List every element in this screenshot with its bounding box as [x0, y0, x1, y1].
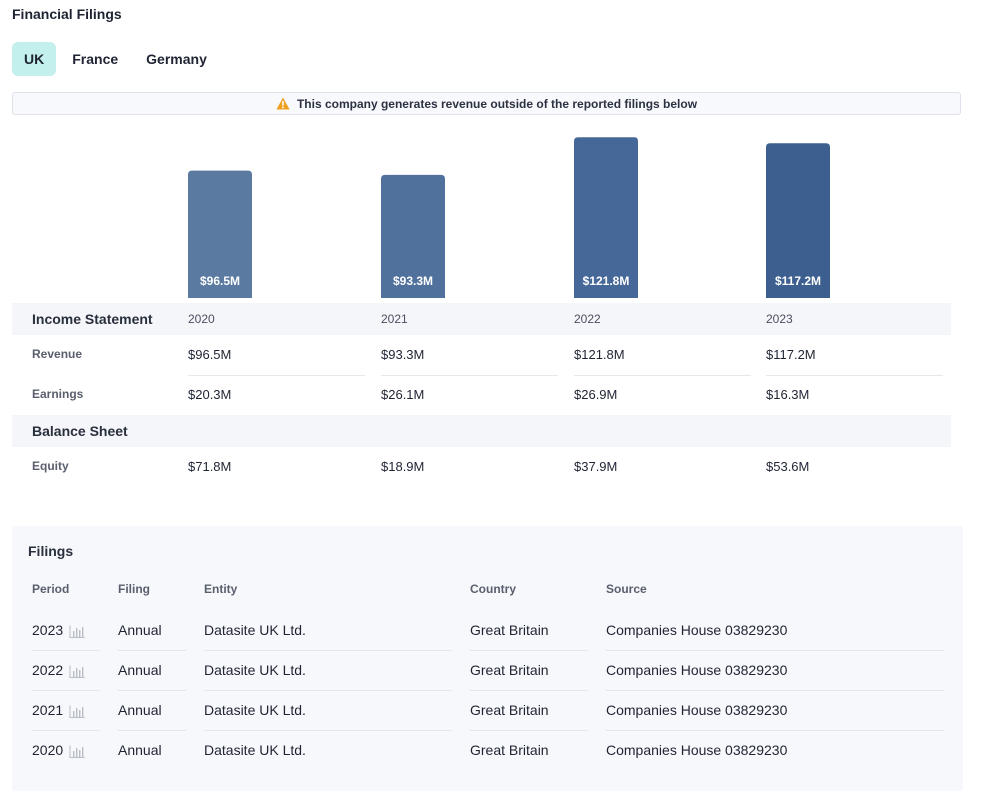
row-divider: [204, 730, 452, 731]
row-divider: [470, 650, 588, 651]
banner-text: This company generates revenue outside o…: [296, 96, 698, 111]
balance-sheet-header: Balance Sheet: [12, 415, 951, 447]
filing-entity-2022: Datasite UK Ltd.: [204, 662, 306, 678]
row-divider: [204, 650, 452, 651]
bar-chart-icon[interactable]: [69, 705, 85, 718]
filing-filing-2020: Annual: [118, 742, 162, 758]
warning-icon: [276, 97, 290, 110]
filing-period-2021: 2021: [32, 702, 64, 718]
filing-period-2023: 2023: [32, 622, 64, 638]
earnings-2022: $26.9M: [574, 387, 618, 402]
filing-filing-2023: Annual: [118, 622, 162, 638]
row-divider: [188, 375, 365, 376]
filing-entity-2020: Datasite UK Ltd.: [204, 742, 306, 758]
year-2020: 2020: [188, 312, 215, 326]
earnings-row: Earnings $20.3M $26.1M $26.9M $16.3M: [12, 376, 951, 416]
filings-panel: Filings Period Filing Entity Country Sou…: [12, 526, 963, 791]
filing-entity-2023: Datasite UK Ltd.: [204, 622, 306, 638]
bar-label-2022: $121.8M: [583, 274, 630, 288]
row-divider: [118, 690, 186, 691]
col-header-country: Country: [470, 582, 516, 596]
page-title: Financial Filings: [12, 6, 122, 22]
bar-2020: [188, 170, 252, 298]
row-divider: [32, 730, 100, 731]
filing-entity-2021: Datasite UK Ltd.: [204, 702, 306, 718]
revenue-row: Revenue $96.5M $93.3M $121.8M $117.2M: [12, 336, 951, 376]
filing-source-2022: Companies House 03829230: [606, 662, 788, 678]
equity-2021: $18.9M: [381, 459, 425, 474]
row-divider: [606, 690, 944, 691]
filing-source-2021: Companies House 03829230: [606, 702, 788, 718]
row-divider: [118, 730, 186, 731]
equity-row: Equity $71.8M $18.9M $37.9M $53.6M: [12, 448, 951, 488]
row-divider: [606, 730, 944, 731]
bar-2023: [766, 143, 830, 298]
earnings-2023: $16.3M: [766, 387, 810, 402]
filing-country-2020: Great Britain: [470, 742, 549, 758]
bar-label-2020: $96.5M: [200, 274, 240, 288]
bar-chart-icon[interactable]: [69, 625, 85, 638]
income-statement-title: Income Statement: [32, 311, 153, 327]
equity-2020: $71.8M: [188, 459, 232, 474]
col-header-period: Period: [32, 582, 70, 596]
row-divider: [766, 375, 943, 376]
tab-france[interactable]: France: [72, 51, 119, 67]
filing-period-2020: 2020: [32, 742, 64, 758]
filing-filing-2021: Annual: [118, 702, 162, 718]
row-divider: [118, 650, 186, 651]
revenue-warning-banner: This company generates revenue outside o…: [12, 92, 961, 115]
bar-2022: [574, 137, 638, 298]
tab-germany[interactable]: Germany: [146, 51, 207, 67]
row-divider: [204, 690, 452, 691]
filing-country-2023: Great Britain: [470, 622, 549, 638]
year-2023: 2023: [766, 312, 793, 326]
bar-label-2023: $117.2M: [775, 274, 821, 288]
bar-label-2021: $93.3M: [393, 274, 433, 288]
filing-filing-2022: Annual: [118, 662, 162, 678]
col-header-entity: Entity: [204, 582, 238, 596]
col-header-filing: Filing: [118, 582, 150, 596]
revenue-chart-svg: $96.5M $93.3M $121.8M $117.2M: [188, 137, 830, 298]
balance-sheet-title: Balance Sheet: [32, 423, 128, 439]
row-divider: [470, 730, 588, 731]
revenue-2020: $96.5M: [188, 347, 232, 362]
row-divider: [470, 690, 588, 691]
bar-chart-icon[interactable]: [69, 665, 85, 678]
row-divider: [32, 650, 100, 651]
tab-uk[interactable]: UK: [12, 42, 57, 76]
earnings-label: Earnings: [32, 387, 84, 401]
revenue-2022: $121.8M: [574, 347, 625, 362]
bar-2021: [381, 174, 445, 298]
revenue-bar-chart: $96.5M $93.3M $121.8M $117.2M: [0, 120, 981, 298]
year-2021: 2021: [381, 312, 408, 326]
row-divider: [32, 690, 100, 691]
filing-country-2022: Great Britain: [470, 662, 549, 678]
equity-2022: $37.9M: [574, 459, 618, 474]
income-statement-header: Income Statement 2020 2021 2022 2023: [12, 303, 951, 335]
year-2022: 2022: [574, 312, 601, 326]
filing-country-2021: Great Britain: [470, 702, 549, 718]
row-divider: [381, 375, 558, 376]
revenue-2023: $117.2M: [766, 347, 816, 362]
equity-label: Equity: [32, 459, 69, 473]
filing-period-2022: 2022: [32, 662, 64, 678]
earnings-2020: $20.3M: [188, 387, 232, 402]
col-header-source: Source: [606, 582, 647, 596]
filing-source-2023: Companies House 03829230: [606, 622, 788, 638]
revenue-2021: $93.3M: [381, 347, 425, 362]
revenue-label: Revenue: [32, 347, 83, 361]
filing-source-2020: Companies House 03829230: [606, 742, 788, 758]
earnings-2021: $26.1M: [381, 387, 425, 402]
filings-title: Filings: [28, 543, 74, 559]
bar-chart-icon[interactable]: [69, 745, 85, 758]
country-tabs: UK France Germany: [12, 42, 219, 76]
row-divider: [606, 650, 944, 651]
row-divider: [574, 375, 751, 376]
equity-2023: $53.6M: [766, 459, 810, 474]
